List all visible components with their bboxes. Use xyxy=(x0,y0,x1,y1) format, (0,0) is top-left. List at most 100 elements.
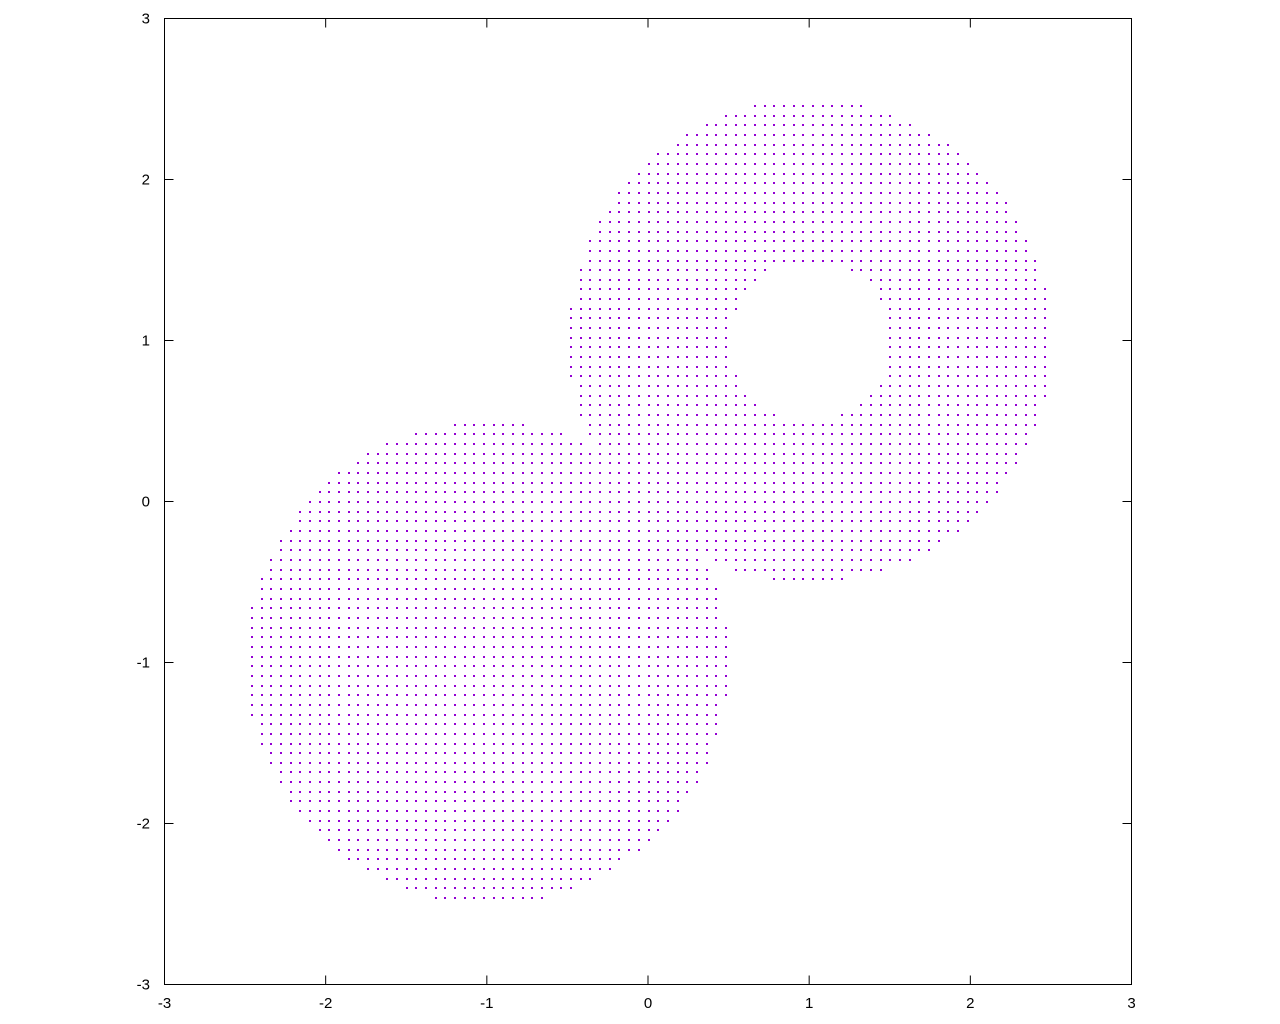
data-point xyxy=(348,762,350,764)
data-point xyxy=(386,617,388,619)
data-point xyxy=(377,511,379,513)
data-point xyxy=(947,153,949,155)
data-point xyxy=(812,433,814,435)
data-point xyxy=(1044,346,1046,348)
data-point xyxy=(483,491,485,493)
data-point xyxy=(522,482,524,484)
data-point xyxy=(367,704,369,706)
data-point xyxy=(618,511,620,513)
data-point xyxy=(328,501,330,503)
data-point xyxy=(425,665,427,667)
data-point xyxy=(357,665,359,667)
data-point xyxy=(773,115,775,117)
data-point xyxy=(435,540,437,542)
data-point xyxy=(851,453,853,455)
data-point xyxy=(657,771,659,773)
data-point xyxy=(860,530,862,532)
data-point xyxy=(996,346,998,348)
data-point xyxy=(328,482,330,484)
data-point xyxy=(493,646,495,648)
data-point xyxy=(648,453,650,455)
data-point xyxy=(551,588,553,590)
data-point xyxy=(967,240,969,242)
data-point xyxy=(580,858,582,860)
data-point xyxy=(735,549,737,551)
data-point xyxy=(976,173,978,175)
data-point xyxy=(599,260,601,262)
data-point xyxy=(560,887,562,889)
data-point xyxy=(551,491,553,493)
data-point xyxy=(522,810,524,812)
data-point xyxy=(870,404,872,406)
data-point xyxy=(299,559,301,561)
data-point xyxy=(551,704,553,706)
data-point xyxy=(338,588,340,590)
data-point xyxy=(493,511,495,513)
data-point xyxy=(957,211,959,213)
data-point xyxy=(657,453,659,455)
data-point xyxy=(812,443,814,445)
data-point xyxy=(638,424,640,426)
data-point xyxy=(609,211,611,213)
data-point xyxy=(667,820,669,822)
data-point xyxy=(957,163,959,165)
data-point xyxy=(551,549,553,551)
data-point xyxy=(580,781,582,783)
data-point xyxy=(696,240,698,242)
data-point xyxy=(696,288,698,290)
data-point xyxy=(570,656,572,658)
data-point xyxy=(889,163,891,165)
data-point xyxy=(551,617,553,619)
data-point xyxy=(560,578,562,580)
data-point xyxy=(609,762,611,764)
data-point xyxy=(618,656,620,658)
data-point xyxy=(860,414,862,416)
data-point xyxy=(580,298,582,300)
data-point xyxy=(483,433,485,435)
data-point xyxy=(638,443,640,445)
data-point xyxy=(357,646,359,648)
data-point xyxy=(618,636,620,638)
data-point xyxy=(841,443,843,445)
data-point xyxy=(822,192,824,194)
data-point xyxy=(667,260,669,262)
data-point xyxy=(648,791,650,793)
data-point xyxy=(425,743,427,745)
data-point xyxy=(454,433,456,435)
data-point xyxy=(261,636,263,638)
data-point xyxy=(377,820,379,822)
data-point xyxy=(599,433,601,435)
data-point xyxy=(618,221,620,223)
data-point xyxy=(464,839,466,841)
data-point xyxy=(986,211,988,213)
data-point xyxy=(986,395,988,397)
data-point xyxy=(328,829,330,831)
data-point xyxy=(667,540,669,542)
data-point xyxy=(396,743,398,745)
data-point xyxy=(415,694,417,696)
data-point xyxy=(444,665,446,667)
data-point xyxy=(648,627,650,629)
data-point xyxy=(319,559,321,561)
data-point xyxy=(976,433,978,435)
data-point xyxy=(386,511,388,513)
data-point xyxy=(947,511,949,513)
data-point xyxy=(531,569,533,571)
data-point xyxy=(425,443,427,445)
data-point xyxy=(822,559,824,561)
data-point xyxy=(493,810,495,812)
data-point xyxy=(754,182,756,184)
data-point xyxy=(493,752,495,754)
data-point xyxy=(754,115,756,117)
data-point xyxy=(667,433,669,435)
data-point xyxy=(841,134,843,136)
data-point xyxy=(928,327,930,329)
data-point xyxy=(580,752,582,754)
data-point xyxy=(947,424,949,426)
data-point xyxy=(386,627,388,629)
data-point xyxy=(473,810,475,812)
data-point xyxy=(338,820,340,822)
data-point xyxy=(938,163,940,165)
data-point xyxy=(686,443,688,445)
data-point xyxy=(638,810,640,812)
